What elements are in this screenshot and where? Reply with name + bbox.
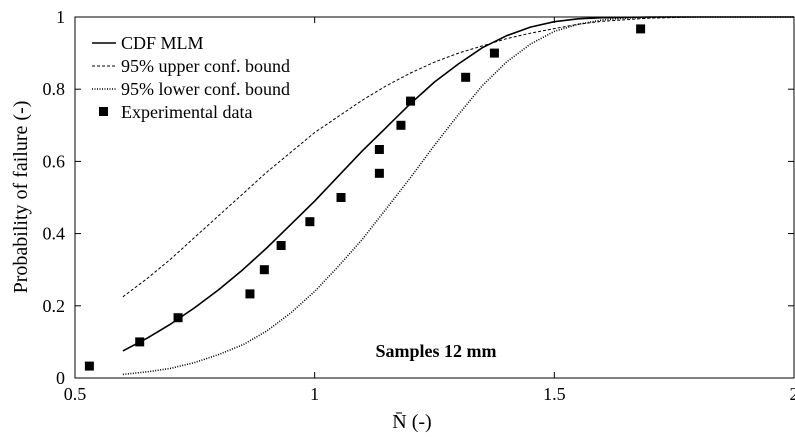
series-lines (122, 16, 794, 376)
experimental-markers (84, 24, 646, 371)
experimental-point (173, 313, 183, 323)
experimental-point (489, 48, 499, 58)
legend-label-upper: 95% upper conf. bound (121, 56, 290, 76)
cdf-mlm-line (122, 16, 794, 352)
experimental-point (636, 24, 646, 34)
experimental-point (374, 168, 384, 178)
axis-ticks: 0.5 1 1.5 2 0 0.2 0.4 0.6 0.8 1 (43, 7, 795, 404)
y-tick-label: 0 (56, 368, 65, 388)
experimental-point (406, 96, 416, 106)
experimental-point (396, 120, 406, 130)
experimental-point (245, 289, 255, 299)
experimental-point (276, 241, 286, 251)
x-axis-label: N̄ (-) (392, 411, 431, 433)
experimental-point (135, 337, 145, 347)
legend-label-cdf: CDF MLM (121, 33, 204, 53)
experimental-point (374, 144, 384, 154)
experimental-point (305, 217, 315, 227)
experimental-point (461, 72, 471, 82)
legend-swatch-experimental (99, 107, 108, 116)
experimental-point (259, 265, 269, 275)
y-tick-label: 0.4 (43, 224, 66, 244)
legend: CDF MLM 95% upper conf. bound 95% lower … (92, 33, 290, 122)
x-tick-label: 0.5 (64, 384, 87, 404)
y-tick-label: 0.2 (43, 296, 66, 316)
y-tick-label: 0.8 (43, 79, 66, 99)
legend-label-experimental: Experimental data (121, 102, 252, 122)
legend-label-lower: 95% lower conf. bound (121, 79, 290, 99)
upper-bound-line (122, 16, 794, 298)
y-tick-label: 0.6 (43, 151, 66, 171)
plot-frame (74, 16, 795, 379)
lower-bound-line (122, 16, 794, 376)
y-tick-label: 1 (56, 7, 65, 27)
experimental-point (84, 361, 94, 371)
y-axis-label: Probability of failure (-) (10, 101, 32, 294)
x-tick-label: 1.5 (543, 384, 566, 404)
x-tick-label: 2 (790, 384, 795, 404)
experimental-point (336, 193, 346, 202)
chart-annotation: Samples 12 mm (376, 341, 497, 361)
x-tick-label: 1 (310, 384, 319, 404)
